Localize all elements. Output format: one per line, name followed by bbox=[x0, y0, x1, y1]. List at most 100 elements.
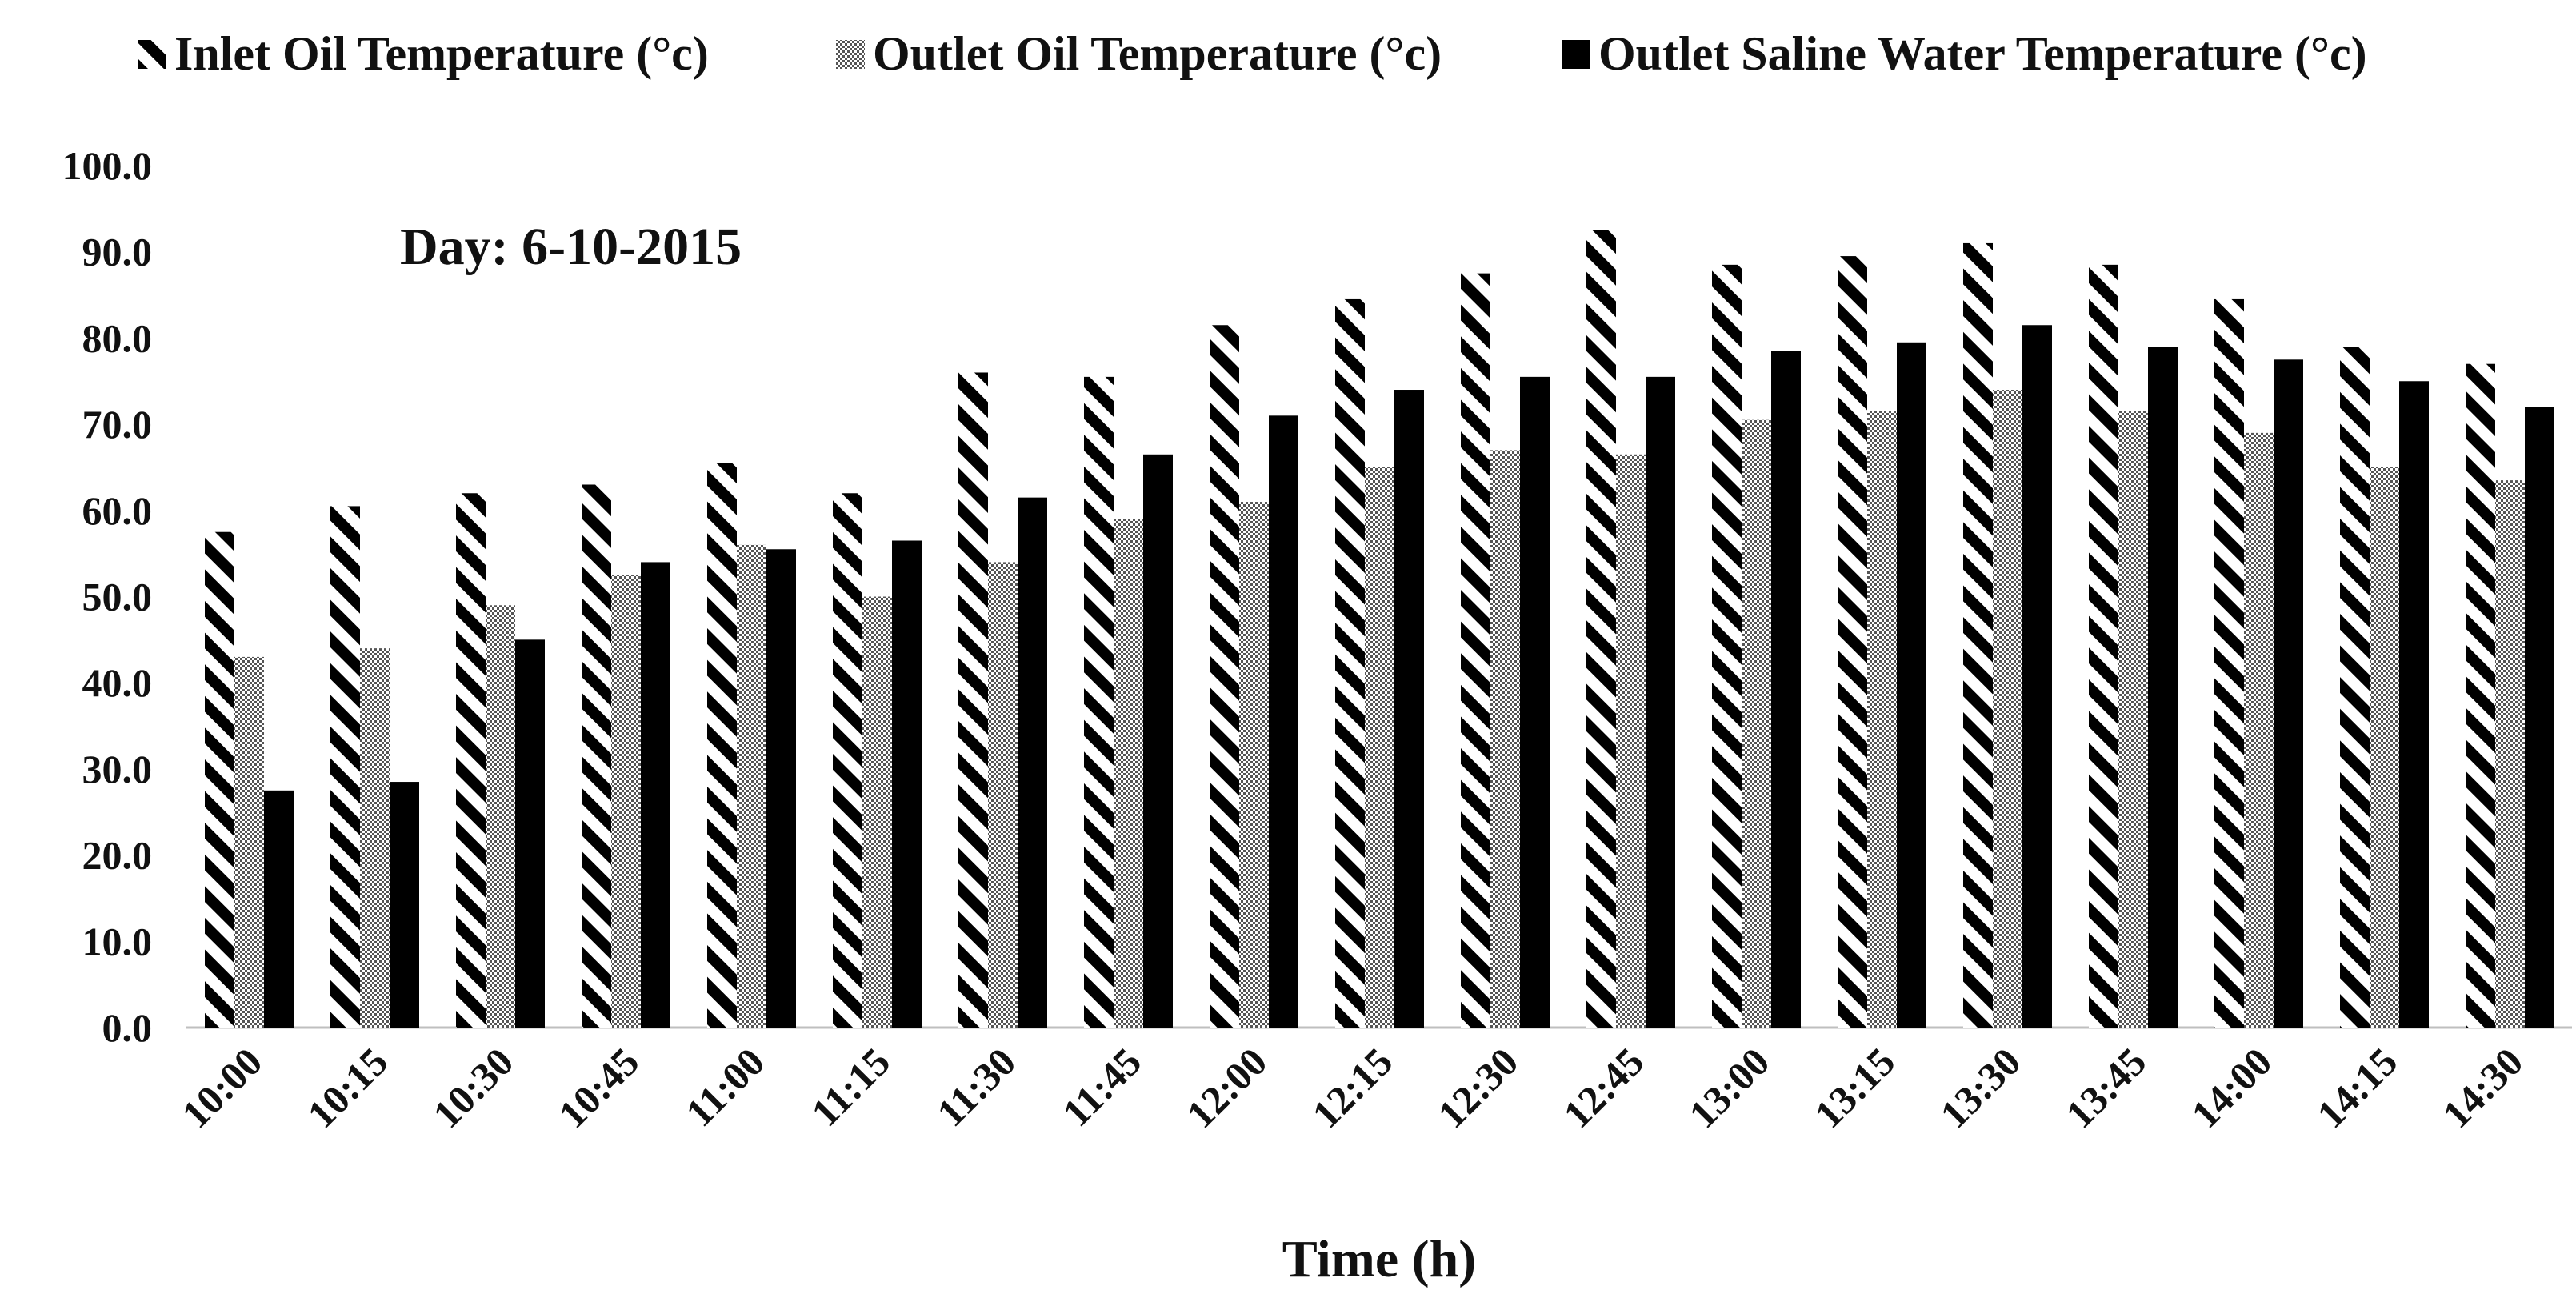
bar-inlet-oil-1000 bbox=[205, 531, 234, 1028]
bar-outlet-saline-water-1015 bbox=[390, 782, 419, 1028]
legend-swatch-inlet-oil bbox=[138, 40, 166, 69]
bar-inlet-oil-1400 bbox=[2214, 298, 2244, 1028]
bar-outlet-oil-1415 bbox=[2370, 467, 2399, 1028]
x-tick-label: 11:15 bbox=[802, 1039, 898, 1135]
bar-inlet-oil-1345 bbox=[2089, 264, 2118, 1028]
legend-swatch-outlet-saline-water bbox=[1562, 40, 1590, 69]
x-tick-label: 10:15 bbox=[298, 1039, 396, 1136]
y-tick-label: 30.0 bbox=[82, 747, 153, 791]
x-axis-title: Time (h) bbox=[1282, 1230, 1477, 1288]
x-tick-label: 12:30 bbox=[1429, 1039, 1526, 1136]
bar-inlet-oil-1300 bbox=[1712, 264, 1742, 1028]
bar-outlet-oil-1045 bbox=[611, 575, 641, 1028]
y-tick-label: 70.0 bbox=[82, 402, 153, 447]
bar-outlet-saline-water-1045 bbox=[641, 562, 670, 1028]
bar-inlet-oil-1245 bbox=[1586, 230, 1616, 1028]
bar-outlet-saline-water-1245 bbox=[1646, 376, 1675, 1028]
bar-outlet-saline-water-1000 bbox=[264, 790, 294, 1028]
bar-inlet-oil-1330 bbox=[1963, 242, 1993, 1028]
x-tick-label: 14:00 bbox=[2182, 1039, 2280, 1136]
bars bbox=[205, 230, 2554, 1028]
x-tick-label: 12:15 bbox=[1303, 1039, 1401, 1136]
y-tick-label: 90.0 bbox=[82, 230, 153, 274]
x-tick-label: 14:15 bbox=[2308, 1039, 2406, 1136]
legend-label-outlet-saline-water: Outlet Saline Water Temperature (°c) bbox=[1598, 27, 2367, 80]
x-tick-label: 10:30 bbox=[424, 1039, 522, 1136]
x-tick-label: 13:45 bbox=[2057, 1039, 2154, 1136]
bar-outlet-saline-water-1300 bbox=[1771, 351, 1801, 1028]
bar-outlet-oil-1015 bbox=[360, 648, 390, 1028]
y-tick-label: 20.0 bbox=[82, 833, 153, 878]
bar-outlet-saline-water-1315 bbox=[1897, 342, 1926, 1028]
bar-inlet-oil-1315 bbox=[1838, 256, 1867, 1028]
x-tick-label: 11:45 bbox=[1054, 1039, 1150, 1135]
bar-inlet-oil-1015 bbox=[330, 506, 360, 1028]
y-tick-label: 0.0 bbox=[102, 1005, 153, 1050]
bar-inlet-oil-1030 bbox=[456, 493, 486, 1028]
y-tick-label: 80.0 bbox=[82, 315, 153, 360]
bar-outlet-saline-water-1100 bbox=[766, 549, 796, 1028]
x-tick-label: 11:30 bbox=[928, 1039, 1024, 1135]
bar-outlet-oil-1130 bbox=[988, 562, 1018, 1028]
bar-inlet-oil-1130 bbox=[958, 372, 988, 1028]
bar-inlet-oil-1100 bbox=[707, 463, 737, 1028]
bar-inlet-oil-1045 bbox=[582, 484, 611, 1028]
y-tick-label: 60.0 bbox=[82, 488, 153, 533]
y-tick-label: 40.0 bbox=[82, 660, 153, 705]
bar-outlet-saline-water-1130 bbox=[1018, 497, 1047, 1028]
bar-outlet-oil-1300 bbox=[1742, 419, 1771, 1028]
bar-outlet-oil-1145 bbox=[1114, 519, 1143, 1028]
bar-inlet-oil-1415 bbox=[2340, 347, 2370, 1028]
legend-label-outlet-oil: Outlet Oil Temperature (°c) bbox=[873, 27, 1442, 80]
legend-label-inlet-oil: Inlet Oil Temperature (°c) bbox=[174, 27, 709, 80]
bar-outlet-saline-water-1415 bbox=[2399, 381, 2429, 1028]
x-axis-ticks: 10:00 10:15 10:30 10:45 11:00 11:15 11:30 11:45… bbox=[173, 1039, 2531, 1136]
bar-outlet-saline-water-1115 bbox=[892, 540, 922, 1028]
x-tick-label: 10:00 bbox=[173, 1039, 270, 1136]
y-tick-label: 50.0 bbox=[82, 575, 153, 619]
legend-swatch-outlet-oil bbox=[836, 40, 865, 69]
bar-outlet-oil-1000 bbox=[234, 656, 264, 1028]
legend: Inlet Oil Temperature (°c) Outlet Oil Te… bbox=[138, 27, 2367, 80]
bar-outlet-saline-water-1030 bbox=[515, 639, 545, 1028]
bar-outlet-saline-water-1330 bbox=[2022, 325, 2052, 1028]
bar-outlet-oil-1100 bbox=[737, 544, 766, 1028]
x-tick-label: 14:30 bbox=[2434, 1039, 2531, 1136]
bar-inlet-oil-1430 bbox=[2466, 363, 2495, 1028]
bar-outlet-oil-1030 bbox=[486, 605, 515, 1028]
bar-outlet-saline-water-1345 bbox=[2148, 347, 2178, 1028]
x-tick-label: 10:45 bbox=[550, 1039, 647, 1136]
bar-outlet-oil-1245 bbox=[1616, 454, 1646, 1028]
bar-outlet-saline-water-1230 bbox=[1520, 376, 1550, 1028]
x-tick-label: 11:00 bbox=[677, 1039, 773, 1135]
bar-outlet-saline-water-1200 bbox=[1269, 415, 1298, 1028]
x-tick-label: 13:15 bbox=[1806, 1039, 1903, 1136]
bar-outlet-oil-1345 bbox=[2118, 411, 2148, 1028]
x-tick-label: 12:00 bbox=[1178, 1039, 1275, 1136]
x-tick-label: 12:45 bbox=[1554, 1039, 1652, 1136]
bar-inlet-oil-1115 bbox=[833, 493, 862, 1028]
bar-outlet-saline-water-1430 bbox=[2525, 407, 2554, 1028]
day-annotation: Day: 6-10-2015 bbox=[400, 218, 742, 276]
bar-inlet-oil-1200 bbox=[1210, 325, 1239, 1028]
bar-inlet-oil-1145 bbox=[1084, 376, 1114, 1028]
y-axis-ticks: 0.0 10.0 20.0 30.0 40.0 50.0 60.0 70.0 80.0 90.0 1… bbox=[62, 143, 153, 1050]
bar-outlet-oil-1430 bbox=[2495, 480, 2525, 1028]
bar-outlet-saline-water-1215 bbox=[1394, 390, 1424, 1028]
bar-outlet-saline-water-1145 bbox=[1143, 454, 1173, 1028]
bar-outlet-oil-1215 bbox=[1365, 467, 1394, 1028]
x-tick-label: 13:30 bbox=[1931, 1039, 2029, 1136]
bar-inlet-oil-1215 bbox=[1335, 298, 1365, 1028]
bar-outlet-oil-1330 bbox=[1993, 390, 2022, 1028]
bar-outlet-saline-water-1400 bbox=[2274, 359, 2303, 1028]
bar-inlet-oil-1230 bbox=[1461, 273, 1490, 1028]
y-tick-label: 100.0 bbox=[62, 143, 153, 188]
bar-outlet-oil-1230 bbox=[1490, 450, 1520, 1028]
y-tick-label: 10.0 bbox=[82, 919, 153, 963]
bar-outlet-oil-1115 bbox=[862, 596, 892, 1028]
bar-outlet-oil-1315 bbox=[1867, 411, 1897, 1028]
bar-outlet-oil-1200 bbox=[1239, 502, 1269, 1028]
x-tick-label: 13:00 bbox=[1680, 1039, 1778, 1136]
bar-outlet-oil-1400 bbox=[2244, 432, 2274, 1028]
